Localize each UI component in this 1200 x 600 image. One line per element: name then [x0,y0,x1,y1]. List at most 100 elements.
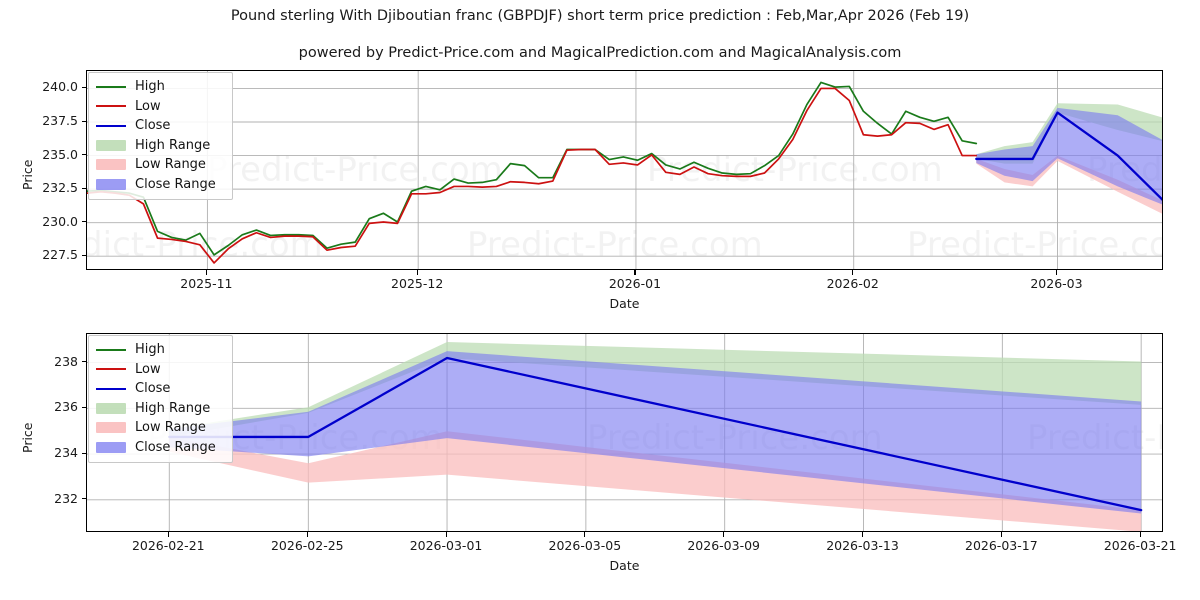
x-tick-label: 2026-02 [826,276,879,291]
legend-item-high[interactable]: High [96,77,225,97]
bottom-chart-svg: Predict-Price.comPredict-Price.comPredic… [87,334,1162,531]
x-tick-mark [862,532,864,537]
legend-item-low-range[interactable]: Low Range [96,418,225,438]
legend-line-swatch-1 [96,368,126,371]
bottom-chart-plot-area: Predict-Price.comPredict-Price.comPredic… [86,333,1163,532]
bottom-chart-x-axis-label: Date [609,558,640,573]
top-chart-plot-area: Predict-Price.com Predict-Price.com Predic… [86,70,1163,270]
legend-item-high-range[interactable]: High Range [96,136,225,156]
legend-patch-swatch-5 [96,178,126,190]
legend-item-close[interactable]: Close [96,116,225,136]
x-tick-mark [723,532,725,537]
y-tick-label: 240.0 [42,79,78,95]
top-chart-x-axis-label: Date [609,296,640,311]
x-tick-label: 2026-03-09 [687,538,761,553]
x-tick-label: 2026-03-01 [409,538,483,553]
legend-item-label: Close [135,381,171,397]
x-tick-label: 2026-03-05 [548,538,622,553]
legend-item-label: High [135,79,165,95]
x-tick-label: 2026-03 [1030,276,1083,291]
legend-item-label: High Range [135,400,211,416]
page-subtitle: powered by Predict-Price.com and Magical… [298,45,902,61]
x-tick-label: 2025-12 [391,276,444,291]
top-chart-svg: Predict-Price.com Predict-Price.com Predic… [87,71,1163,269]
x-tick-label: 2026-02-21 [131,538,205,553]
legend-item-label: High [135,342,165,358]
legend-item-low-range[interactable]: Low Range [96,155,225,175]
y-tick-label: 234 [54,445,78,461]
legend-item-label: Close Range [135,439,216,455]
x-tick-mark [584,532,586,537]
x-tick-mark [852,270,854,275]
svg-text:Predict-Price.com: Predict-Price.com [467,225,763,265]
legend-patch-swatch-5 [96,441,126,453]
legend-item-low[interactable]: Low [96,97,225,117]
legend-item-high-range[interactable]: High Range [96,399,225,419]
y-tick-mark [81,187,86,189]
y-tick-label: 230.0 [42,213,78,229]
legend-item-label: Low [135,98,161,114]
svg-text:Predict-Price.com: Predict-Price.com [907,225,1163,265]
x-tick-label: 2026-02-25 [270,538,344,553]
legend-item-label: High Range [135,137,211,153]
svg-text:Predict-Price.com: Predict-Price.com [87,225,323,265]
x-tick-label: 2026-01 [608,276,662,291]
x-tick-label: 2026-03-13 [826,538,899,553]
legend-item-label: Close Range [135,176,216,192]
bottom-chart-legend[interactable]: High Low Close High Range Low Range Close Ran… [88,335,233,463]
legend-patch-swatch-3 [96,402,126,414]
y-tick-label: 236 [54,399,78,415]
x-tick-label: 2026-03-21 [1103,538,1177,553]
svg-text:Predict-Price.com: Predict-Price.com [207,150,503,190]
legend-item-close-range[interactable]: Close Range [96,175,225,195]
y-tick-label: 227.5 [42,247,78,263]
legend-line-swatch-1 [96,105,126,108]
legend-patch-swatch-3 [96,139,126,151]
x-tick-mark [1000,532,1002,537]
legend-item-label: Low Range [135,157,206,173]
y-tick-mark [81,254,86,256]
legend-item-close[interactable]: Close [96,379,225,399]
legend-item-low[interactable]: Low [96,360,225,380]
legend-item-label: Low Range [135,420,206,436]
y-tick-mark [81,221,86,223]
y-tick-mark [81,361,86,363]
y-tick-label: 235.0 [42,146,78,162]
y-tick-label: 238 [54,353,78,369]
legend-line-swatch-0 [96,348,126,351]
y-tick-label: 232 [54,490,78,506]
x-tick-mark [167,532,169,537]
x-tick-mark [634,270,636,275]
svg-text:Predict-Price.com: Predict-Price.com [647,150,943,190]
legend-item-close-range[interactable]: Close Range [96,438,225,458]
legend-line-swatch-2 [96,387,126,390]
y-tick-label: 232.5 [42,180,78,196]
y-tick-mark [81,406,86,408]
bottom-chart-y-axis-label: Price [20,422,35,453]
legend-patch-swatch-4 [96,422,126,434]
legend-item-high[interactable]: High [96,340,225,360]
x-tick-mark [445,532,447,537]
legend-item-label: Close [135,118,171,134]
x-tick-mark [306,532,308,537]
y-tick-mark [81,498,86,500]
x-tick-mark [416,270,418,275]
x-tick-label: 2026-03-17 [965,538,1038,553]
legend-patch-swatch-4 [96,159,126,171]
y-tick-mark [81,120,86,122]
x-tick-mark [1055,270,1058,275]
y-tick-mark [81,86,86,89]
legend-line-swatch-0 [96,85,126,88]
top-chart-legend[interactable]: High Low Close High Range Low Range Close Ran… [88,72,233,200]
y-tick-mark [81,452,86,454]
legend-line-swatch-2 [96,124,126,127]
x-tick-label: 2025-11 [180,276,233,291]
legend-item-label: Low [135,361,161,377]
page-title: Pound sterling With Djiboutian franc (GB… [230,8,970,24]
x-tick-mark [1139,532,1141,537]
y-tick-label: 237.5 [42,113,78,128]
x-tick-mark [205,270,207,275]
